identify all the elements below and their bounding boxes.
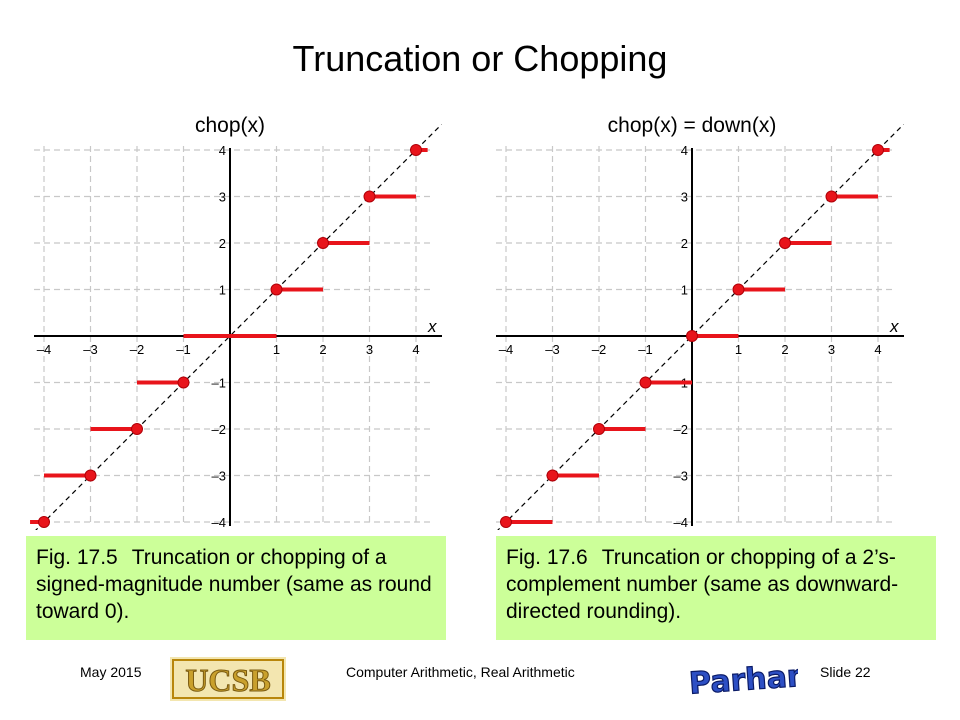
x-tick-label: 1 [273, 342, 280, 357]
step-endpoint [317, 237, 329, 249]
x-tick-label: 3 [828, 342, 835, 357]
x-tick-label: 4 [874, 342, 881, 357]
y-tick-label: –2 [212, 422, 226, 437]
y-tick-label: 2 [219, 236, 226, 251]
y-tick-label: 4 [681, 143, 688, 158]
caption-text: Truncation or chopping of a 2’s-compleme… [506, 546, 899, 623]
x-tick-label: –3 [545, 342, 559, 357]
x-tick-label: –4 [37, 342, 51, 357]
x-tick-label: 1 [735, 342, 742, 357]
step-endpoint [410, 144, 422, 156]
step-endpoint [131, 423, 143, 435]
slide-title: Truncation or Chopping [292, 38, 668, 79]
x-tick-label: 4 [412, 342, 419, 357]
step-endpoint [500, 516, 512, 528]
x-tick-label: 2 [319, 342, 326, 357]
step-endpoint [177, 376, 190, 389]
logo-text: B Parhami [686, 657, 798, 704]
chop-chart-svg: chop(x) x –4 –4 –3 –3 –2 –2 –1 –1 1 1 2 2 3 3 4 4 [30, 114, 442, 530]
step-endpoint [593, 423, 605, 435]
diagonal-reference-line [35, 124, 442, 530]
y-tick-label: 1 [219, 283, 226, 298]
step-endpoint [686, 330, 698, 342]
logo-text: UCSB [185, 662, 270, 698]
step-endpoint [825, 190, 838, 203]
diagonal-reference-line [497, 124, 904, 530]
y-tick-label: –3 [674, 469, 688, 484]
parhami-logo: B Parhami [686, 656, 798, 704]
step-endpoint [546, 469, 559, 482]
step-endpoint [270, 283, 283, 296]
y-tick-label: 3 [681, 190, 688, 205]
caption-number: Fig. 17.5 [36, 546, 118, 569]
footer-slide-number: Slide 22 [820, 664, 871, 680]
x-tick-label: 3 [366, 342, 373, 357]
ucsb-logo: UCSB [170, 657, 286, 701]
x-tick-label: –3 [83, 342, 97, 357]
y-tick-label: 4 [219, 143, 226, 158]
y-tick-label: –1 [212, 376, 226, 391]
chop-down-chart-svg: chop(x) = down(x)x–4–4–3–3–2–2–1–1112233… [496, 114, 904, 530]
x-tick-label: –4 [499, 342, 513, 357]
caption-fig-17-6: Fig. 17.6 Truncation or chopping of a 2’s… [496, 536, 936, 640]
step-endpoint [732, 283, 745, 296]
y-tick-label: –3 [212, 469, 226, 484]
chart-title: chop(x) = down(x) [608, 114, 777, 137]
y-tick-label: 3 [219, 190, 226, 205]
step-endpoint [872, 144, 884, 156]
footer-course: Computer Arithmetic, Real Arithmetic [346, 664, 575, 680]
x-tick-label: –1 [176, 342, 190, 357]
caption-text: Truncation or chopping of a signed-magni… [36, 546, 432, 623]
chart-title: chop(x) [195, 114, 265, 137]
y-tick-label: –4 [674, 515, 688, 530]
x-axis-label: x [889, 317, 899, 336]
x-tick-label: –1 [638, 342, 652, 357]
x-tick-label: –2 [592, 342, 606, 357]
footer-date: May 2015 [80, 664, 142, 680]
y-tick-label: 2 [681, 236, 688, 251]
step-endpoint [84, 469, 97, 482]
caption-number: Fig. 17.6 [506, 546, 588, 569]
caption-fig-17-5: Fig. 17.5 Truncation or chopping of a sig… [26, 536, 446, 640]
chart-right: chop(x) = down(x)x–4–4–3–3–2–2–1–1112233… [482, 110, 912, 530]
y-tick-label: –4 [212, 515, 226, 530]
x-axis-label: x [427, 317, 437, 336]
x-tick-label: 2 [781, 342, 788, 357]
chart-left: chop(x) x –4 –4 –3 –3 –2 –2 –1 –1 1 1 2 2 3 3 4 4 [20, 110, 450, 530]
step-endpoint [38, 516, 50, 528]
step-endpoint [779, 237, 791, 249]
y-tick-label: 1 [681, 283, 688, 298]
x-tick-label: –2 [130, 342, 144, 357]
y-tick-label: –2 [674, 422, 688, 437]
step-endpoint [639, 376, 652, 389]
step-endpoint [363, 190, 376, 203]
